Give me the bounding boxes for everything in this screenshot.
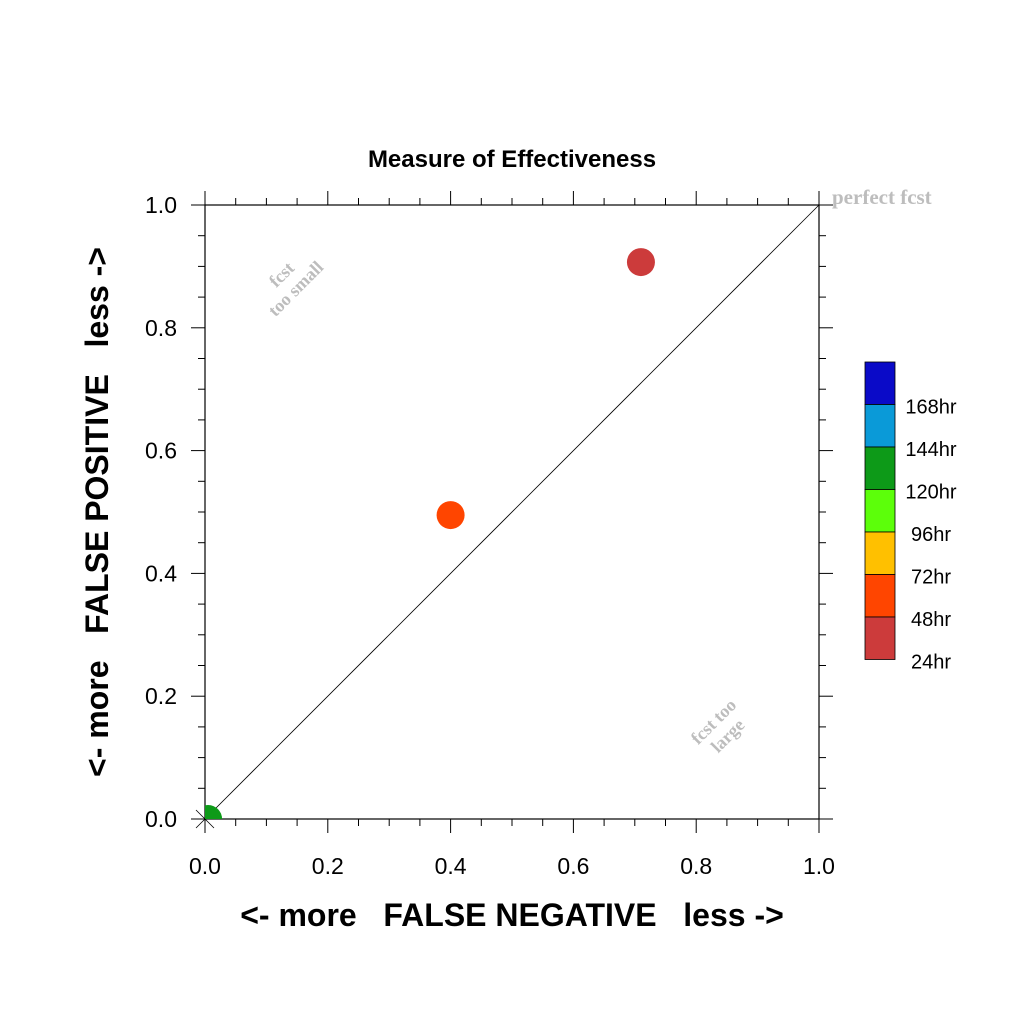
x-tick-label: 0.2 (312, 853, 344, 879)
perfect-forecast-diagonal (204, 204, 820, 820)
legend-swatch-24hr (864, 616, 896, 660)
y-tick-label: 0.2 (145, 683, 177, 709)
y-tick-label: 0.4 (145, 560, 177, 586)
x-axis-label: <- more FALSE NEGATIVE less -> (240, 897, 784, 933)
legend-label-24hr: 24hr (911, 651, 951, 673)
y-tick-label: 0.0 (145, 806, 177, 832)
annotation-fcst-too-large: fcst too large (687, 695, 749, 757)
x-tick-label: 0.4 (435, 853, 467, 879)
y-axis-label: <- more FALSE POSITIVE less -> (79, 247, 115, 777)
axis-ticks (191, 191, 833, 833)
point-24hr (626, 248, 655, 277)
plot-frame (204, 204, 820, 820)
y-tick-label: 0.6 (145, 438, 177, 464)
point-48hr (436, 501, 465, 530)
legend: 168hr 144hr 120hr 96hr 72hr 48hr 24hr (864, 361, 957, 673)
y-tick-labels: 0.0 0.2 0.4 0.6 0.8 1.0 (145, 192, 177, 832)
chart-title: Measure of Effectiveness (368, 146, 656, 173)
legend-swatch-48hr (864, 574, 896, 618)
legend-label-48hr: 48hr (911, 609, 951, 631)
y-tick-label: 0.8 (145, 315, 177, 341)
legend-label-120hr: 120hr (905, 481, 956, 503)
annotation-fcst-too-small: fcst too small (264, 257, 327, 320)
legend-label-168hr: 168hr (905, 396, 956, 418)
legend-swatch-120hr (864, 446, 896, 490)
legend-swatch-144hr (864, 404, 896, 448)
legend-label-72hr: 72hr (911, 566, 951, 588)
annotation-small-line2: too small (264, 257, 327, 320)
y-tick-label: 1.0 (145, 192, 177, 218)
data-points (205, 248, 655, 819)
annotation-perfect-fcst: perfect fcst (832, 185, 932, 209)
x-tick-label: 1.0 (803, 853, 835, 879)
legend-label-144hr: 144hr (905, 439, 956, 461)
x-tick-label: 0.0 (189, 853, 221, 879)
legend-swatch-96hr (864, 489, 896, 533)
point-120hr (205, 805, 223, 819)
legend-swatch-168hr (864, 361, 896, 405)
x-tick-label: 0.6 (557, 853, 589, 879)
legend-swatch-72hr (864, 531, 896, 575)
x-tick-label: 0.8 (680, 853, 712, 879)
legend-label-96hr: 96hr (911, 524, 951, 546)
x-tick-labels: 0.0 0.2 0.4 0.6 0.8 1.0 (189, 853, 835, 879)
